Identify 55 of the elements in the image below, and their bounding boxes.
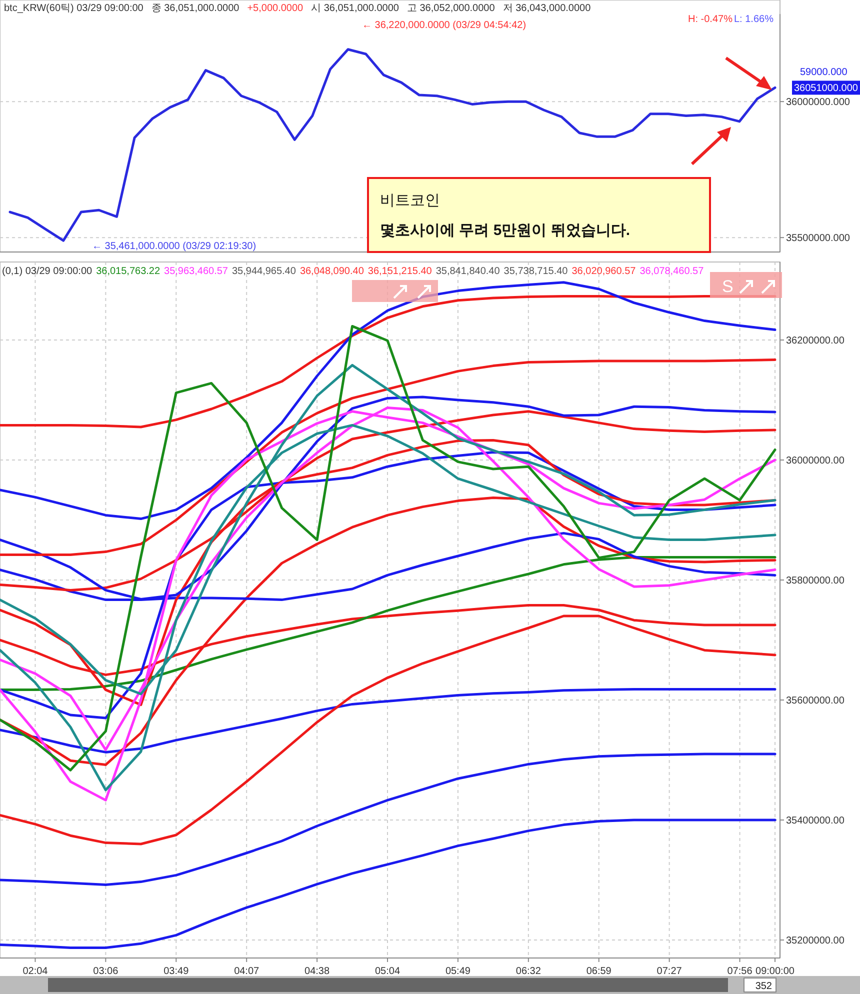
y-tick-label: 35500000.000 [786, 233, 850, 244]
badge: S [710, 272, 782, 298]
x-tick-label: 07:56 [727, 966, 753, 977]
y-tick-label: 35800000.00 [786, 576, 845, 586]
annotation: 비트코인 [380, 192, 440, 209]
line-series [0, 281, 776, 520]
text: 저 36,043,000.0000 [502, 3, 592, 14]
y-tick-label: 35400000.00 [786, 816, 845, 826]
line-series [0, 818, 776, 950]
x-tick-label: 07:27 [656, 966, 682, 977]
annotation: 35,963,460.57 [164, 266, 228, 277]
annotation: 36,015,763.22 [96, 266, 160, 277]
line-series [8, 48, 776, 242]
y-tick-label: 35600000.00 [786, 696, 845, 706]
annotation: ← 35,461,000.0000 (03/29 02:19:30) [92, 241, 256, 252]
y-tick-label: 35200000.00 [786, 936, 845, 946]
x-tick-label: 05:49 [445, 966, 471, 977]
text: 고 36,052,000.0000 [406, 3, 496, 14]
annotation: 35,841,840.40 [436, 266, 500, 277]
x-tick-label: 04:38 [304, 966, 330, 977]
annotation: (0,1) 03/29 09:00:00 [2, 266, 93, 277]
text: 종 36,051,000.0000 [151, 3, 240, 14]
line-series [0, 614, 776, 846]
annotation: 36,078,460.57 [640, 266, 704, 277]
x-tick-label: 03:49 [164, 966, 190, 977]
annotation: 35,944,965.40 [232, 266, 296, 277]
y-tick-label: 36200000.00 [786, 336, 845, 346]
annotation: S [722, 277, 734, 296]
x-tick-label: 04:07 [234, 966, 260, 977]
y-tick-label: 36000000.000 [786, 97, 850, 108]
y-tick-label: 36000000.00 [786, 456, 845, 466]
x-tick-label: 09:00:00 [756, 966, 795, 977]
line-series [0, 688, 776, 754]
line-series [0, 358, 776, 556]
annotation: H: -0.47% [688, 14, 733, 25]
line-series [0, 752, 776, 886]
text: 36051000.000 [794, 83, 858, 94]
chart-title: btc_KRW(60틱) 03/29 09:00:00 [4, 3, 144, 14]
x-tick-label: 06:59 [586, 966, 612, 977]
annotation: 35,738,715.40 [504, 266, 568, 277]
annotation: L: 1.66% [734, 14, 774, 25]
annotation: 몇초사이에 무려 5만원이 뛰었습니다. [380, 222, 630, 239]
annotation: 36,048,090.40 [300, 266, 364, 277]
x-tick-label: 02:04 [22, 966, 48, 977]
annotation: 36,151,215.40 [368, 266, 432, 277]
text: 352 [755, 981, 772, 992]
text: 시 36,051,000.0000 [311, 3, 400, 14]
annotation: ← 36,220,000.0000 (03/29 04:54:42) [362, 20, 526, 31]
annotation: 36,020,960.57 [572, 266, 636, 277]
text: +5,000.0000 [247, 3, 304, 14]
x-tick-label: 06:32 [516, 966, 542, 977]
text: 59000.000 [800, 67, 848, 78]
x-tick-label: 05:04 [374, 966, 400, 977]
line-series [0, 324, 776, 772]
x-tick-label: 03:06 [93, 966, 119, 977]
